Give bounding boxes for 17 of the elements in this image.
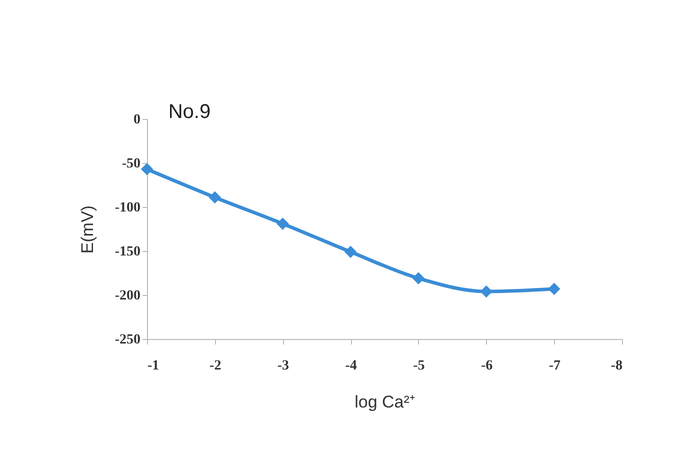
y-tick-label: -200	[114, 288, 140, 304]
x-tick-label: -2	[210, 358, 222, 374]
chart-title: No.9	[168, 101, 211, 123]
y-tick-label: -100	[114, 200, 140, 216]
y-tick-label: 0	[134, 112, 140, 128]
y-tick-label: -250	[114, 332, 140, 348]
x-tick-label: -6	[480, 358, 493, 374]
x-tick-label: -1	[148, 358, 160, 374]
x-tick-label: -8	[610, 358, 622, 374]
y-axis-title: E(mV)	[78, 205, 97, 254]
x-tick-label: -3	[277, 358, 290, 374]
x-tick-label: -7	[548, 358, 560, 374]
x-tick-label: -5	[413, 358, 425, 374]
x-axis-title: log Ca²⁺	[354, 392, 416, 412]
x-tick-label: -4	[345, 358, 357, 374]
y-tick-label: -50	[122, 156, 140, 172]
y-tick-label: -150	[114, 244, 140, 260]
